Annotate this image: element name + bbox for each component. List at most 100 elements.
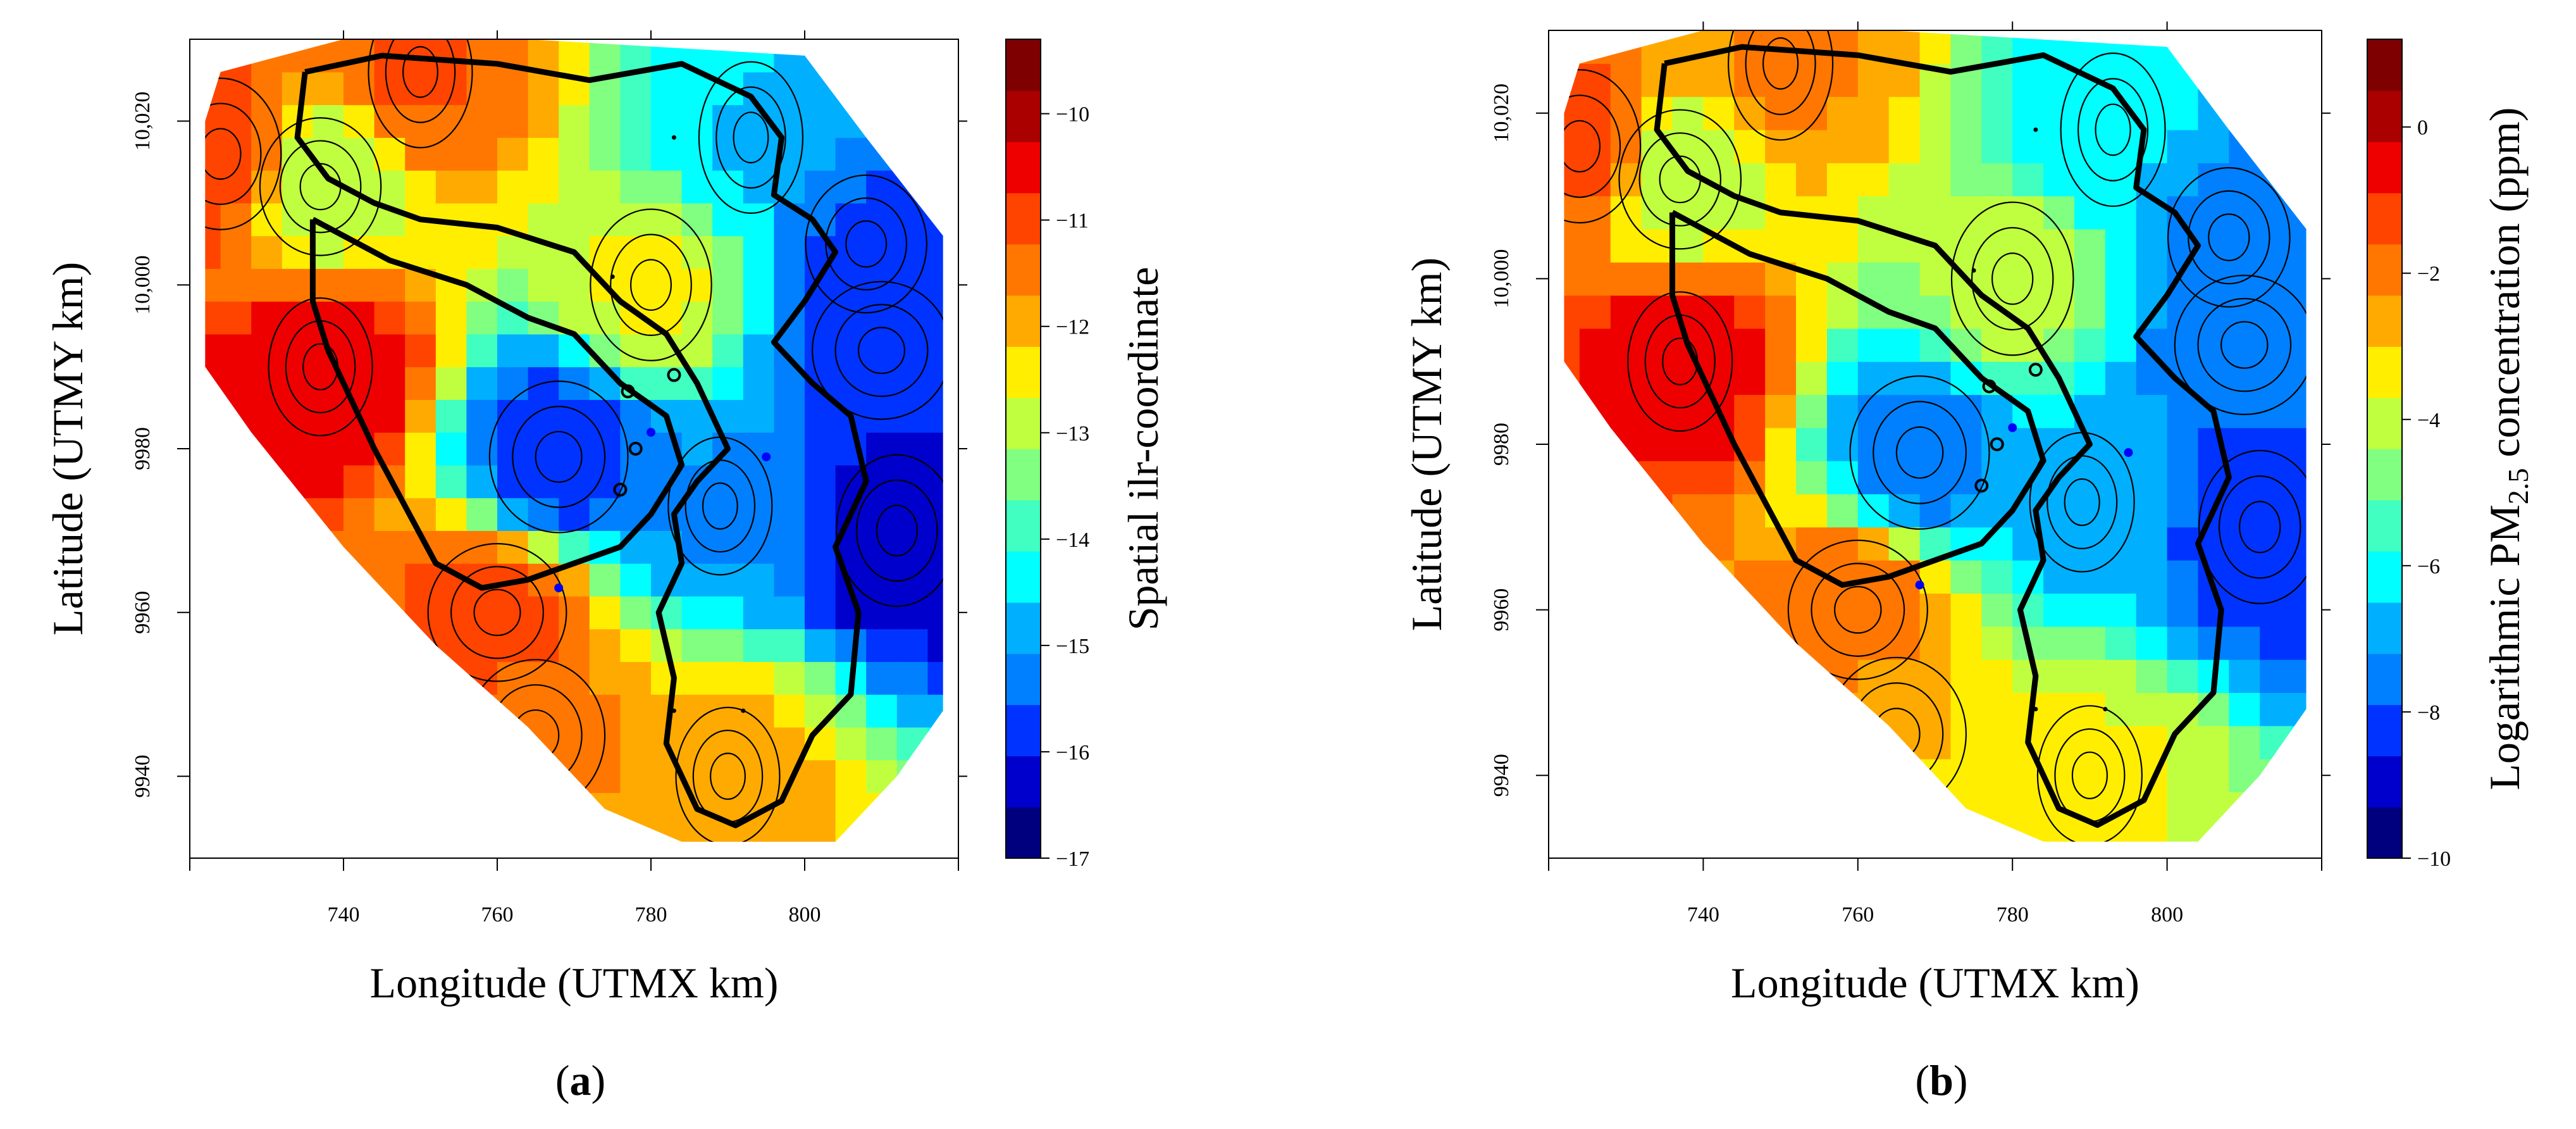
heatmap-cell <box>1579 30 1611 64</box>
station-marker-small <box>2033 127 2038 132</box>
heatmap-cell <box>866 727 898 761</box>
heatmap-cell <box>1564 759 1580 792</box>
colorbar-swatch <box>1006 397 1041 449</box>
heatmap-cell <box>2167 461 2199 495</box>
heatmap-cell <box>282 497 313 531</box>
heatmap-cell <box>466 104 498 138</box>
heatmap-cell <box>1703 659 1735 693</box>
heatmap-cell <box>435 759 467 794</box>
heatmap-cell <box>2167 63 2199 97</box>
heatmap-cell <box>344 759 375 794</box>
heatmap-cell <box>589 596 621 630</box>
heatmap-cell <box>866 235 898 269</box>
station-marker-small <box>671 708 676 713</box>
heatmap-cell <box>1734 527 1766 561</box>
contour-line <box>2077 78 2149 182</box>
heatmap-cell <box>2198 825 2229 842</box>
heatmap-cell <box>2198 692 2229 727</box>
colorbar-tick-label: −2 <box>2417 263 2440 286</box>
colorbar-tick-label: −10 <box>1056 103 1089 127</box>
heatmap-cell <box>1703 692 1735 727</box>
heatmap-cell <box>774 694 805 728</box>
heatmap-cell <box>835 596 867 630</box>
heatmap-cell <box>205 203 221 237</box>
heatmap-cell <box>1641 163 1673 197</box>
heatmap-cell <box>466 399 498 433</box>
heatmap-cell <box>866 72 898 106</box>
heatmap-cell <box>2260 129 2291 163</box>
heatmap-cell <box>466 825 498 842</box>
heatmap-cell <box>1857 825 1890 842</box>
heatmap-cell <box>712 235 744 269</box>
heatmap-cell <box>282 301 313 335</box>
heatmap-cell <box>1826 361 1859 396</box>
heatmap-cell <box>2167 759 2199 792</box>
x-tick-label: 780 <box>635 903 667 926</box>
heatmap-cell <box>620 268 652 302</box>
heatmap-cell <box>1564 129 1580 163</box>
heatmap-cell <box>620 596 652 630</box>
x-tick-label: 740 <box>328 903 360 926</box>
heatmap-cell <box>1579 228 1611 263</box>
heatmap-cell <box>435 661 467 695</box>
contour-line <box>1787 539 1928 680</box>
heatmap-cell <box>1564 825 1580 842</box>
contour-line <box>2071 751 2108 799</box>
heatmap-cell <box>1796 30 1828 64</box>
heatmap-cell <box>374 727 406 761</box>
heatmap-cell <box>2291 361 2307 396</box>
heatmap-cell <box>927 366 943 400</box>
heatmap-cell <box>2229 328 2260 362</box>
heatmap-cell <box>1734 692 1766 727</box>
heatmap-cell <box>896 39 928 73</box>
heatmap-cell <box>2291 527 2307 561</box>
heatmap-cell <box>1765 461 1797 495</box>
heatmap-cell <box>2105 228 2137 263</box>
heatmap-cell <box>2198 593 2229 627</box>
heatmap-cell <box>405 727 437 761</box>
heatmap-cell <box>927 72 943 106</box>
heatmap-cell <box>896 170 928 204</box>
heatmap-cell <box>251 334 283 368</box>
heatmap-cell <box>374 137 406 171</box>
contour-line <box>836 454 943 608</box>
colorbar-swatch <box>1006 499 1041 552</box>
heatmap-cell <box>1826 129 1859 163</box>
heatmap-cell <box>220 563 252 597</box>
heatmap-cell <box>1888 792 1921 826</box>
heatmap-cell <box>1981 759 2013 792</box>
heatmap-cell <box>1564 461 1580 495</box>
heatmap-cell <box>2198 759 2229 792</box>
heatmap-cell <box>1950 394 1982 428</box>
heatmap-cell <box>866 203 898 237</box>
heatmap-cell <box>2167 527 2199 561</box>
heatmap-cell <box>1857 593 1890 627</box>
heatmap-cell <box>1857 163 1890 197</box>
heatmap-cell <box>927 39 943 73</box>
heatmap-cell <box>835 137 867 171</box>
heatmap-cell <box>712 694 744 728</box>
contour-line <box>385 39 456 123</box>
heatmap-cell <box>374 366 406 400</box>
heatmap-cell <box>774 432 805 466</box>
heatmap-cell <box>1765 129 1797 163</box>
heatmap-cell <box>1765 659 1797 693</box>
heatmap-cell <box>1672 792 1704 826</box>
heatmap-cell <box>774 268 805 302</box>
heatmap-cell <box>1950 692 1982 727</box>
heatmap-cell <box>589 235 621 269</box>
heatmap-cell <box>205 366 221 400</box>
heatmap-cell <box>282 170 313 204</box>
heatmap-cell <box>251 366 283 400</box>
heatmap-cell <box>1857 394 1890 428</box>
heatmap-cell <box>205 727 221 761</box>
heatmap-cell <box>651 104 683 138</box>
heatmap-cell <box>282 825 313 842</box>
contour-line <box>1627 291 1733 432</box>
heatmap-cell <box>1641 659 1673 693</box>
heatmap-cell <box>651 661 683 695</box>
heatmap-cell <box>282 72 313 106</box>
heatmap-cell <box>1919 96 1952 130</box>
heatmap-cell <box>1734 792 1766 826</box>
heatmap-cell <box>805 661 836 695</box>
